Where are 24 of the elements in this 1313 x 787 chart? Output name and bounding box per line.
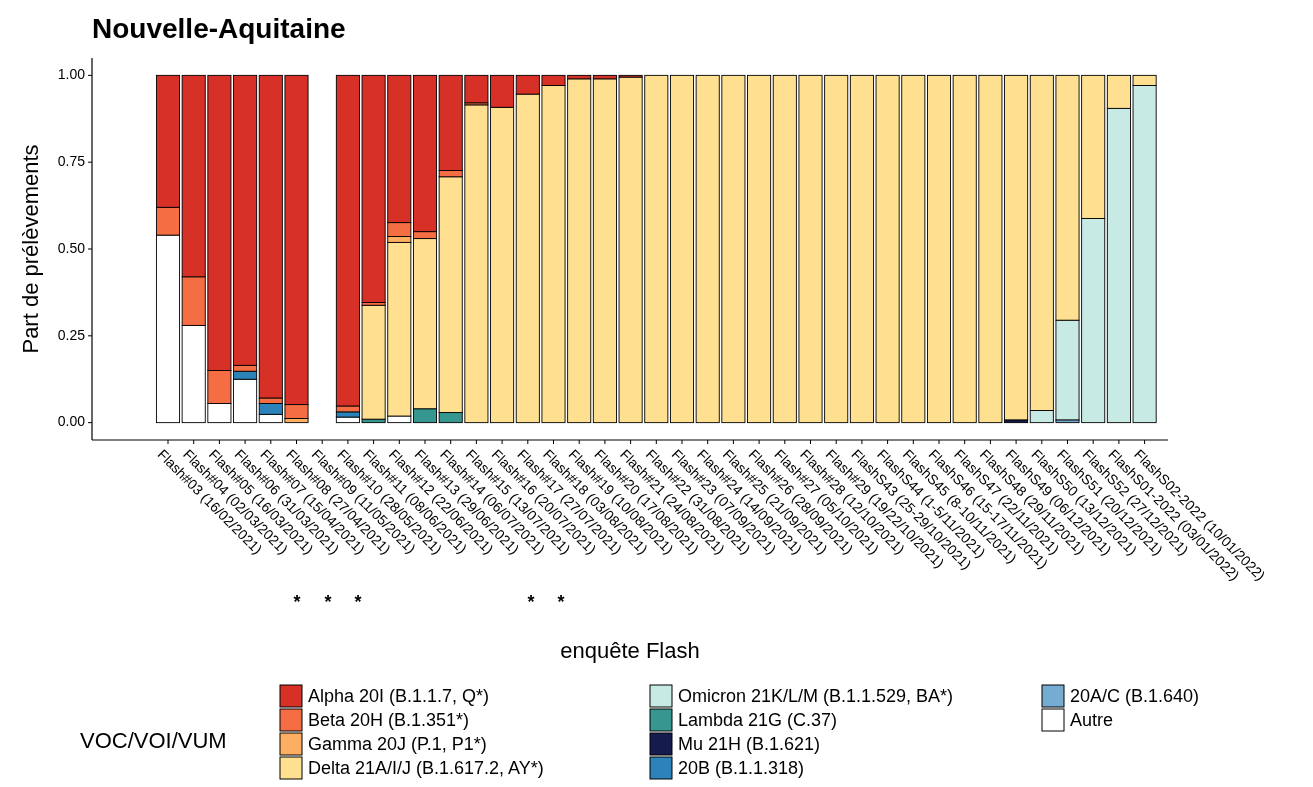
legend-title: VOC/VOI/VUM — [80, 727, 227, 753]
legend-label: Autre — [1070, 709, 1114, 730]
legend-label: Gamma 20J (P.1, P1*) — [308, 733, 487, 754]
legend-label: 20B (B.1.1.318) — [678, 757, 805, 778]
legend-label: Alpha 20I (B.1.1.7, Q*) — [308, 685, 490, 706]
y-tick-label: 1.00 — [57, 66, 86, 83]
legend-label: 20A/C (B.1.640) — [1070, 685, 1200, 706]
text: * — [527, 592, 535, 612]
legend-label: Omicron 21K/L/M (B.1.1.529, BA*) — [678, 685, 954, 706]
legend-label: Lambda 21G (C.37) — [678, 709, 838, 730]
text: * — [354, 592, 362, 612]
chart-title: Nouvelle-Aquitaine — [92, 13, 346, 44]
x-axis-title: enquête Flash — [560, 638, 700, 663]
text: * — [557, 592, 565, 612]
y-tick-label: 0.00 — [57, 413, 86, 430]
y-tick-label: 0.50 — [57, 239, 86, 256]
legend-label: Mu 21H (B.1.621) — [678, 733, 821, 754]
text: * — [324, 592, 332, 612]
y-tick-label: 0.25 — [57, 326, 86, 343]
y-axis-title: Part de prélèvements — [18, 144, 43, 354]
legend-label: Delta 21A/I/J (B.1.617.2, AY*) — [308, 757, 544, 778]
y-tick-label: 0.75 — [57, 152, 86, 169]
legend-label: Beta 20H (B.1.351*) — [308, 709, 470, 730]
text: * — [293, 592, 301, 612]
